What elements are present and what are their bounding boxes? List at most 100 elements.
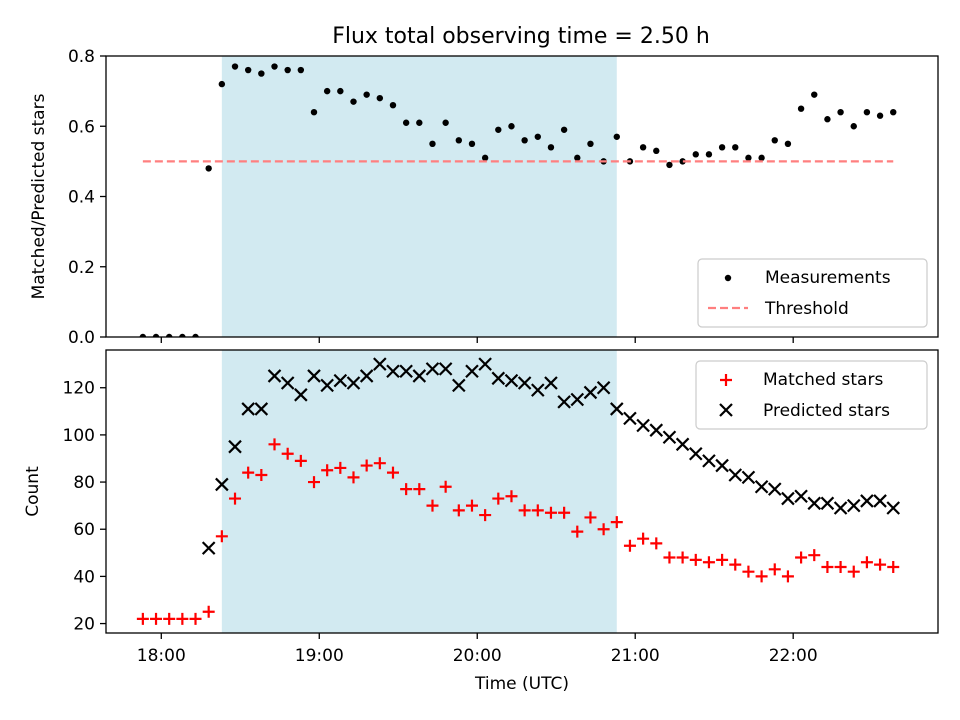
measurement-point <box>784 140 792 148</box>
matched-point <box>268 438 281 451</box>
predicted-point <box>570 392 585 407</box>
measurement-point <box>429 140 436 148</box>
measurement-point <box>771 137 778 144</box>
matched-point <box>439 480 452 493</box>
measurement-point <box>179 333 186 337</box>
matched-point <box>584 511 597 524</box>
matched-point <box>400 483 413 496</box>
predicted-point <box>846 498 861 513</box>
measurement-point <box>244 66 252 74</box>
matched-point <box>229 492 242 505</box>
predicted-point <box>491 371 506 386</box>
bottom-axes-frame <box>105 349 939 634</box>
top-legend: Measurements Threshold <box>697 258 928 328</box>
matched-point <box>808 549 821 562</box>
bottom-x-tick-label: 22:00 <box>769 646 818 666</box>
top-series <box>139 63 897 337</box>
predicted-point <box>267 369 282 383</box>
predicted-point <box>583 385 598 400</box>
measurement-point <box>797 105 805 112</box>
measurement-point <box>284 66 291 74</box>
measurement-point <box>258 70 265 77</box>
bottom-x-tick-label: 18:00 <box>137 646 186 666</box>
top-axes-frame <box>105 55 939 338</box>
matched-point <box>347 471 360 484</box>
matched-point <box>781 570 794 583</box>
legend-measurement-marker <box>724 274 732 282</box>
bottom-y-tick-label: 60 <box>73 520 95 540</box>
predicted-point <box>517 376 532 390</box>
measurement-point <box>574 154 581 162</box>
measurement-point <box>521 137 528 144</box>
predicted-point <box>767 482 782 496</box>
predicted-point <box>649 423 664 437</box>
matched-point <box>426 499 439 512</box>
predicted-point <box>215 477 229 492</box>
top-y-tick-label: 0.0 <box>68 328 95 348</box>
matched-point <box>742 565 755 578</box>
matched-point <box>716 553 729 566</box>
measurement-point <box>705 151 713 158</box>
matched-point <box>729 558 742 571</box>
matched-point <box>242 466 255 479</box>
predicted-point <box>478 357 492 371</box>
matched-point <box>465 499 478 512</box>
predicted-point <box>386 364 400 379</box>
bottom-x-tick-label: 20:00 <box>453 646 502 666</box>
legend-matched-label: Matched stars <box>763 370 883 390</box>
predicted-point <box>228 439 242 454</box>
legend-predicted-marker <box>719 403 733 417</box>
matched-point <box>360 459 373 472</box>
measurement-point <box>560 126 568 133</box>
legend-box <box>695 360 928 430</box>
predicted-point <box>860 494 874 508</box>
bottom-series <box>136 357 901 625</box>
predicted-point <box>715 458 729 473</box>
predicted-point <box>833 501 848 515</box>
measurement-point <box>666 161 673 169</box>
predicted-point <box>333 373 348 388</box>
matched-point <box>847 565 860 578</box>
bottom-y-tick-label: 40 <box>73 567 95 587</box>
measurement-point <box>890 109 897 116</box>
predicted-point <box>820 496 835 511</box>
measurement-point <box>218 80 226 88</box>
measurement-point <box>495 126 502 133</box>
measurement-point <box>745 154 752 162</box>
legend-matched-marker <box>720 374 732 386</box>
predicted-point <box>531 383 545 397</box>
predicted-point <box>610 402 624 416</box>
predicted-point <box>662 430 677 445</box>
matched-point <box>531 504 544 517</box>
predicted-point <box>465 364 479 379</box>
bottom-y-axis-label: Count <box>23 466 43 517</box>
legend-predicted-label: Predicted stars <box>763 401 890 421</box>
measurement-point <box>692 151 699 158</box>
matched-point <box>413 483 426 496</box>
bottom-x-tick-label: 21:00 <box>611 646 660 666</box>
measurement-point <box>718 144 726 151</box>
measurement-point <box>547 144 555 151</box>
predicted-point <box>754 480 769 494</box>
bottom-y-tick-label: 120 <box>63 379 95 399</box>
matched-point <box>189 612 202 625</box>
predicted-point <box>781 491 795 506</box>
matched-point <box>308 476 320 489</box>
matched-point <box>610 516 623 529</box>
chart-title: Flux total observing time = 2.50 h <box>332 24 710 49</box>
measurement-point <box>679 158 686 165</box>
measurement-point <box>350 98 357 105</box>
bottom-y-tick-label: 20 <box>73 615 95 635</box>
matched-point <box>860 556 873 569</box>
predicted-point <box>741 470 756 485</box>
matched-point <box>637 532 650 545</box>
predicted-point <box>688 446 703 461</box>
top-y-tick-label: 0.2 <box>68 258 95 278</box>
predicted-point <box>557 395 571 409</box>
predicted-point <box>623 411 637 426</box>
bottom-x-tick-label: 19:00 <box>295 646 344 666</box>
matched-point <box>321 464 334 477</box>
matched-point <box>676 551 689 564</box>
measurement-point <box>508 123 515 130</box>
